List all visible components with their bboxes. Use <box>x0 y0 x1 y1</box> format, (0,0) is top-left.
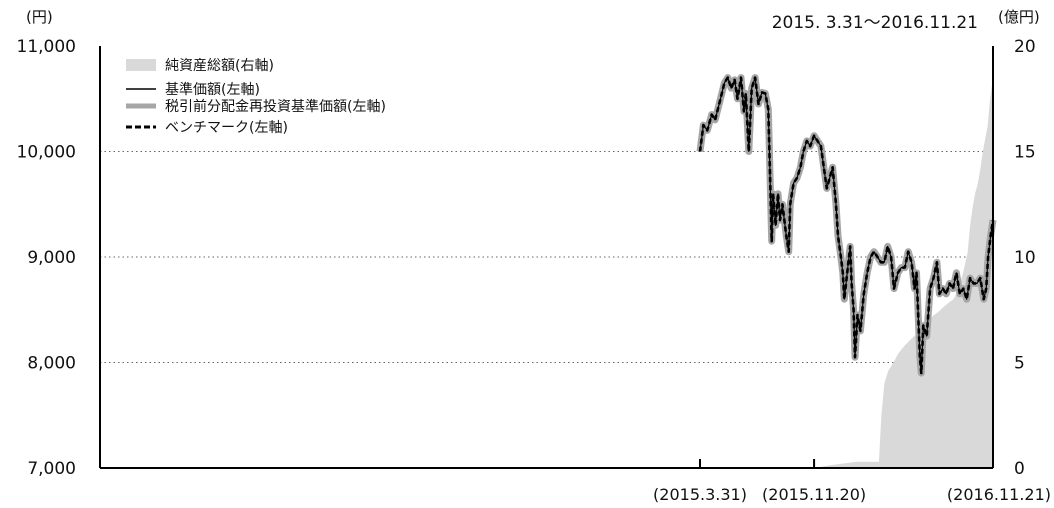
legend-label-reinvested-nav: 税引前分配金再投資基準価額(左軸) <box>165 98 386 115</box>
legend-swatch-net-assets <box>126 59 156 71</box>
left-tick-label-1: 8,000 <box>27 354 76 374</box>
right-tick-label-4: 20 <box>1014 37 1036 57</box>
left-axis-unit: (円) <box>26 8 53 26</box>
left-tick-label-0: 7,000 <box>27 459 76 479</box>
left-tick-label-3: 10,000 <box>17 143 76 163</box>
legend-label-nav: 基準価額(左軸) <box>165 81 260 98</box>
x-tick-label-1: (2015.11.20) <box>762 485 866 504</box>
period-label: 2015. 3.31～2016.11.21 <box>772 13 978 33</box>
right-tick-label-2: 10 <box>1014 248 1036 268</box>
x-tick-label-0: (2015.3.31) <box>653 485 747 504</box>
left-tick-label-2: 9,000 <box>27 248 76 268</box>
legend-label-benchmark: ベンチマーク(左軸) <box>165 120 288 136</box>
nav-lines <box>696 74 997 377</box>
x-tick-label-2: (2016.11.21) <box>947 485 1051 504</box>
right-axis-unit: (億円) <box>998 8 1040 26</box>
right-tick-label-0: 0 <box>1014 459 1025 479</box>
right-axis-ticks: 0 5 10 15 20 <box>1014 37 1036 479</box>
net-assets-area <box>814 77 993 468</box>
left-axis-ticks: 7,000 8,000 9,000 10,000 11,000 <box>17 37 76 479</box>
horizontal-gridlines <box>100 151 993 363</box>
legend-label-net-assets: 純資産総額(右軸) <box>165 58 274 74</box>
plot-frame <box>99 46 994 469</box>
legend: 純資産総額(右軸) 基準価額(左軸) 税引前分配金再投資基準価額(左軸) ベンチ… <box>126 58 386 136</box>
series-net-assets-area <box>814 77 993 468</box>
x-axis-date-ticks: (2015.3.31) (2015.11.20) (2016.11.21) <box>653 459 1051 504</box>
series-benchmark-line <box>698 76 995 375</box>
right-tick-label-3: 15 <box>1014 143 1036 163</box>
right-tick-label-1: 5 <box>1014 354 1025 374</box>
left-tick-label-4: 11,000 <box>17 37 76 57</box>
